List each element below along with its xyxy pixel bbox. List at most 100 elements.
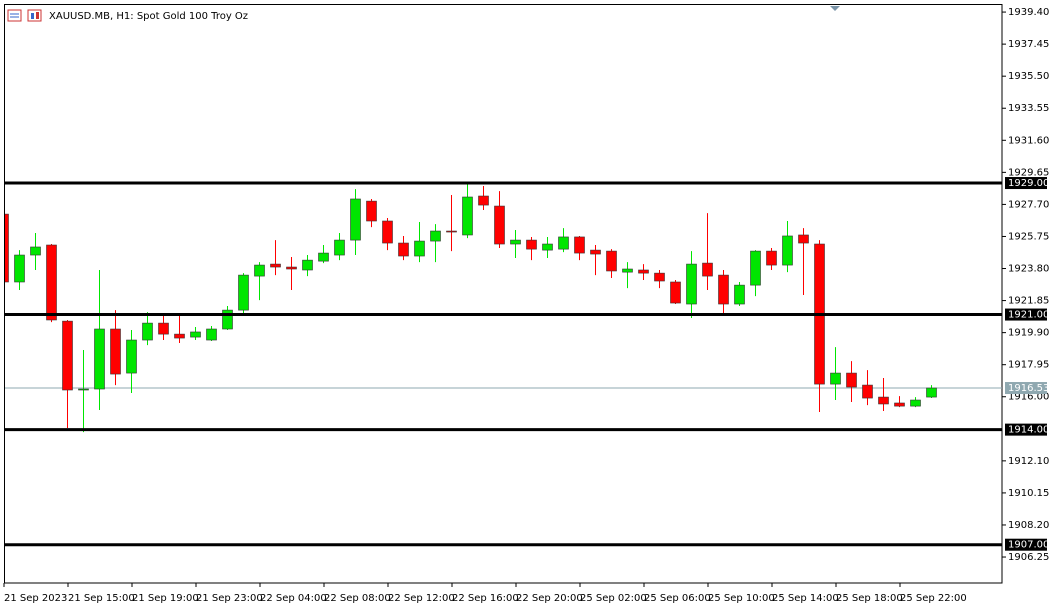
candle-body xyxy=(302,259,313,271)
y-tick-label: 1935.50 xyxy=(1008,71,1049,82)
x-tick-label: 21 Sep 15:00 xyxy=(68,593,135,604)
x-tick-label: 25 Sep 22:00 xyxy=(900,593,967,604)
candle-body xyxy=(78,388,89,391)
candle-body xyxy=(446,230,457,233)
icon-bar xyxy=(36,12,39,19)
y-tick-label: 1929.65 xyxy=(1008,167,1049,178)
candle-body xyxy=(510,239,521,245)
y-tick-label: 1931.60 xyxy=(1008,135,1049,146)
candle-body xyxy=(174,333,185,339)
candle-body xyxy=(526,239,537,250)
x-tick-label: 25 Sep 14:00 xyxy=(772,593,839,604)
x-tick-label: 25 Sep 18:00 xyxy=(836,593,903,604)
y-tick-label: 1921.85 xyxy=(1008,296,1049,307)
icon-chart[interactable] xyxy=(27,9,42,22)
candle-body xyxy=(94,328,105,390)
candle-body xyxy=(158,322,169,335)
candle-body xyxy=(910,399,921,407)
y-tick-label: 1910.15 xyxy=(1008,488,1049,499)
y-tick-label: 1917.95 xyxy=(1008,360,1049,371)
candle-body xyxy=(478,195,489,206)
candle-body xyxy=(30,246,41,256)
candle-body xyxy=(494,205,505,245)
candle-body xyxy=(782,235,793,266)
x-tick-label: 25 Sep 10:00 xyxy=(708,593,775,604)
level-label: 1907.00 xyxy=(1008,540,1049,551)
candle-body xyxy=(350,198,361,241)
candle-body xyxy=(894,402,905,407)
x-tick-label: 22 Sep 04:00 xyxy=(260,593,327,604)
x-tick-label: 21 Sep 2023 xyxy=(4,593,67,604)
candle-body xyxy=(206,328,217,341)
y-tick-label: 1937.45 xyxy=(1008,39,1049,50)
icon-bar xyxy=(31,13,34,19)
price-label-box xyxy=(1005,382,1047,395)
chart-title: XAUUSD.MB, H1: Spot Gold 100 Troy Oz xyxy=(49,11,248,22)
candle-body xyxy=(766,250,777,266)
candle-body xyxy=(686,263,697,305)
candle-body xyxy=(286,266,297,270)
y-tick-label: 1916.00 xyxy=(1008,392,1049,403)
candle-body xyxy=(702,262,713,277)
candle-body xyxy=(830,372,841,385)
candle-body xyxy=(590,249,601,255)
shift-marker[interactable] xyxy=(830,6,840,11)
candle-body xyxy=(926,387,937,398)
candle-body xyxy=(574,236,585,254)
y-tick-label: 1923.80 xyxy=(1008,264,1049,275)
toolbar-icons[interactable] xyxy=(7,9,42,22)
candle-body xyxy=(398,242,409,257)
candle-body xyxy=(878,396,889,405)
y-tick-label: 1908.20 xyxy=(1008,520,1049,531)
level-label: 1929.00 xyxy=(1008,178,1049,189)
candle-body xyxy=(462,196,473,236)
y-tick-label: 1939.40 xyxy=(1008,7,1049,18)
candle-body xyxy=(750,250,761,286)
candle-body xyxy=(734,284,745,305)
candle-body xyxy=(46,244,57,321)
x-tick-label: 22 Sep 12:00 xyxy=(388,593,455,604)
candle-body xyxy=(638,269,649,274)
y-tick-label: 1927.70 xyxy=(1008,199,1049,210)
candle-body xyxy=(670,281,681,304)
level-label-box xyxy=(1005,423,1047,436)
candle-body xyxy=(254,264,265,277)
candle-body xyxy=(558,236,569,250)
candle-body xyxy=(126,339,137,374)
x-tick-label: 25 Sep 06:00 xyxy=(644,593,711,604)
candle-body xyxy=(414,240,425,257)
icon-list[interactable] xyxy=(7,9,22,22)
candle-body xyxy=(366,200,377,222)
x-tick-label: 21 Sep 23:00 xyxy=(196,593,263,604)
candle-body xyxy=(110,328,121,375)
candle-body xyxy=(270,263,281,268)
x-tick-label: 22 Sep 08:00 xyxy=(324,593,391,604)
candle-body xyxy=(190,331,201,338)
y-tick-label: 1906.25 xyxy=(1008,552,1049,563)
y-tick-label: 1933.55 xyxy=(1008,103,1049,114)
candle-body xyxy=(862,384,873,399)
candle-body xyxy=(334,239,345,256)
candle-body xyxy=(14,254,25,283)
y-tick-label: 1919.90 xyxy=(1008,328,1049,339)
candle-body xyxy=(654,272,665,282)
x-tick-label: 22 Sep 16:00 xyxy=(452,593,519,604)
candle-body xyxy=(142,322,153,341)
candle-body xyxy=(382,220,393,244)
x-tick-label: 21 Sep 19:00 xyxy=(132,593,199,604)
candle-body xyxy=(62,320,73,391)
plot-area xyxy=(5,181,1002,547)
y-tick-label: 1912.10 xyxy=(1008,456,1049,467)
candle-body xyxy=(622,268,633,273)
candle-body xyxy=(798,234,809,244)
candle-body xyxy=(318,252,329,262)
candle-body xyxy=(606,250,617,272)
x-tick-label: 25 Sep 02:00 xyxy=(580,593,647,604)
candle-body xyxy=(718,274,729,305)
level-label-box xyxy=(1005,308,1047,321)
candle-body xyxy=(542,243,553,251)
candle-body xyxy=(5,213,9,283)
level-label-box xyxy=(1005,538,1047,551)
level-label-box xyxy=(1005,177,1047,190)
